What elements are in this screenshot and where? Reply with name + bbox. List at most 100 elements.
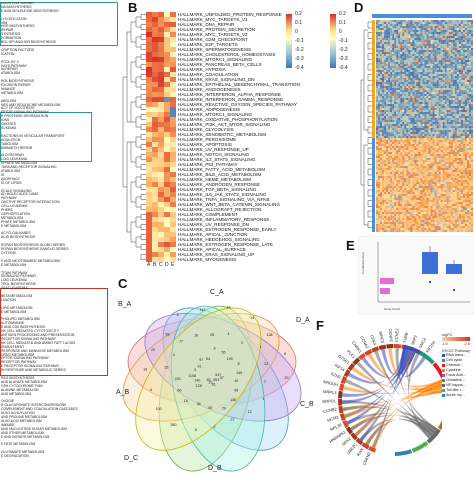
sample-heatmap-cell	[428, 78, 431, 81]
sample-heatmap-cell	[458, 78, 461, 81]
sample-heatmap-cell	[428, 150, 431, 153]
sample-heatmap-cell	[396, 64, 399, 67]
sample-heatmap-cell	[378, 42, 381, 45]
sample-heatmap-cell	[414, 162, 417, 165]
sample-heatmap-cell	[424, 70, 427, 73]
sample-heatmap-cell	[396, 190, 399, 193]
sample-heatmap-cell	[438, 154, 441, 157]
sample-heatmap-cell	[396, 134, 399, 137]
kegg-term: ENGULFMENT	[1, 344, 25, 349]
sample-heatmap-cell	[396, 80, 399, 83]
sample-heatmap-cell	[400, 156, 403, 159]
heatmap-cell	[146, 122, 152, 127]
sample-heatmap-cell	[396, 148, 399, 151]
sample-heatmap-cell	[430, 148, 433, 151]
sample-heatmap-cell	[388, 110, 391, 113]
sample-heatmap-cell	[380, 202, 383, 205]
sample-heatmap-cell	[390, 120, 393, 123]
sample-heatmap-cell	[384, 66, 387, 69]
sample-heatmap-cell	[456, 28, 459, 31]
sample-heatmap-cell	[450, 52, 453, 55]
sample-heatmap-cell	[400, 204, 403, 207]
sample-heatmap-cell	[416, 128, 419, 131]
sample-heatmap-cell	[414, 182, 417, 185]
sample-heatmap-cell	[392, 106, 395, 109]
sample-heatmap-cell	[450, 196, 453, 199]
kegg-term: PHOLIPID METABOLISM	[1, 317, 40, 322]
sample-heatmap-cell	[426, 150, 429, 153]
dendrogram-branch	[135, 36, 141, 48]
sample-heatmap-cell	[454, 58, 457, 61]
sample-heatmap-cell	[380, 26, 383, 29]
sample-heatmap-cell	[426, 118, 429, 121]
sample-heatmap-cell	[398, 68, 401, 71]
heatmap-cell	[170, 72, 176, 77]
sample-heatmap-cell	[468, 186, 472, 189]
sample-heatmap-cell	[444, 174, 447, 177]
sample-heatmap-cell	[398, 156, 401, 159]
sample-dendrogram	[360, 21, 372, 228]
sample-heatmap-cell	[392, 172, 395, 175]
sample-heatmap-cell	[470, 160, 473, 163]
sample-heatmap-cell	[408, 128, 411, 131]
sample-heatmap-cell	[442, 30, 445, 33]
sample-heatmap-cell	[412, 70, 415, 73]
sample-heatmap-cell	[466, 38, 470, 41]
sample-heatmap-cell	[406, 146, 409, 149]
sample-heatmap-cell	[460, 108, 463, 111]
sample-heatmap-cell	[430, 194, 433, 197]
sample-heatmap-cell	[414, 82, 417, 85]
sample-heatmap-cell	[384, 20, 387, 23]
sample-heatmap-cell	[390, 118, 393, 121]
sample-heatmap-cell	[442, 146, 445, 149]
sample-heatmap-cell	[396, 182, 399, 185]
sample-heatmap-cell	[428, 88, 431, 91]
sample-heatmap-cell	[434, 80, 437, 83]
sample-heatmap-cell	[390, 68, 393, 71]
sample-heatmap-cell	[466, 122, 470, 125]
sample-heatmap-cell	[402, 202, 405, 205]
sample-heatmap-cell	[424, 184, 427, 187]
sample-heatmap-cell	[450, 180, 453, 183]
sample-heatmap-cell	[440, 126, 443, 129]
sample-heatmap-cell	[406, 172, 409, 175]
sample-heatmap-cell	[440, 92, 443, 95]
sample-heatmap-cell	[416, 40, 419, 43]
sample-heatmap-cell	[432, 152, 435, 155]
sample-heatmap-cell	[380, 156, 383, 159]
sample-heatmap-cell	[416, 20, 419, 23]
sample-heatmap-cell	[464, 34, 468, 37]
sample-heatmap-cell	[416, 104, 419, 107]
sample-heatmap-cell	[452, 166, 455, 169]
sample-heatmap-cell	[410, 38, 413, 41]
sample-heatmap-cell	[376, 124, 379, 127]
sample-heatmap-cell	[394, 80, 397, 83]
sample-heatmap-cell	[402, 176, 405, 179]
sample-heatmap-cell	[442, 148, 445, 151]
sample-heatmap-cell	[446, 114, 449, 117]
sample-heatmap-cell	[412, 144, 415, 147]
heatmap-cell	[152, 142, 158, 147]
sample-heatmap-cell	[454, 128, 457, 131]
sample-heatmap-cell	[390, 46, 393, 49]
sample-heatmap-cell	[436, 92, 439, 95]
sample-heatmap-cell	[386, 192, 389, 195]
sample-heatmap-cell	[416, 82, 419, 85]
sample-heatmap-cell	[426, 180, 429, 183]
sample-heatmap-cell	[462, 20, 466, 23]
sample-heatmap-cell	[412, 68, 415, 71]
sample-heatmap-cell	[408, 192, 411, 195]
sample-heatmap-cell	[386, 130, 389, 133]
sample-heatmap-cell	[406, 46, 409, 49]
sample-heatmap-cell	[414, 144, 417, 147]
sample-heatmap-cell	[424, 122, 427, 125]
heatmap-cell	[158, 127, 164, 132]
sample-heatmap-cell	[458, 148, 461, 151]
sample-heatmap-cell	[448, 150, 451, 153]
sample-heatmap-cell	[448, 194, 451, 197]
sample-heatmap-cell	[396, 192, 399, 195]
sample-heatmap-cell	[436, 106, 439, 109]
sample-heatmap-cell	[420, 102, 423, 105]
sample-heatmap-cell	[420, 166, 423, 169]
sample-heatmap-cell	[464, 40, 468, 43]
